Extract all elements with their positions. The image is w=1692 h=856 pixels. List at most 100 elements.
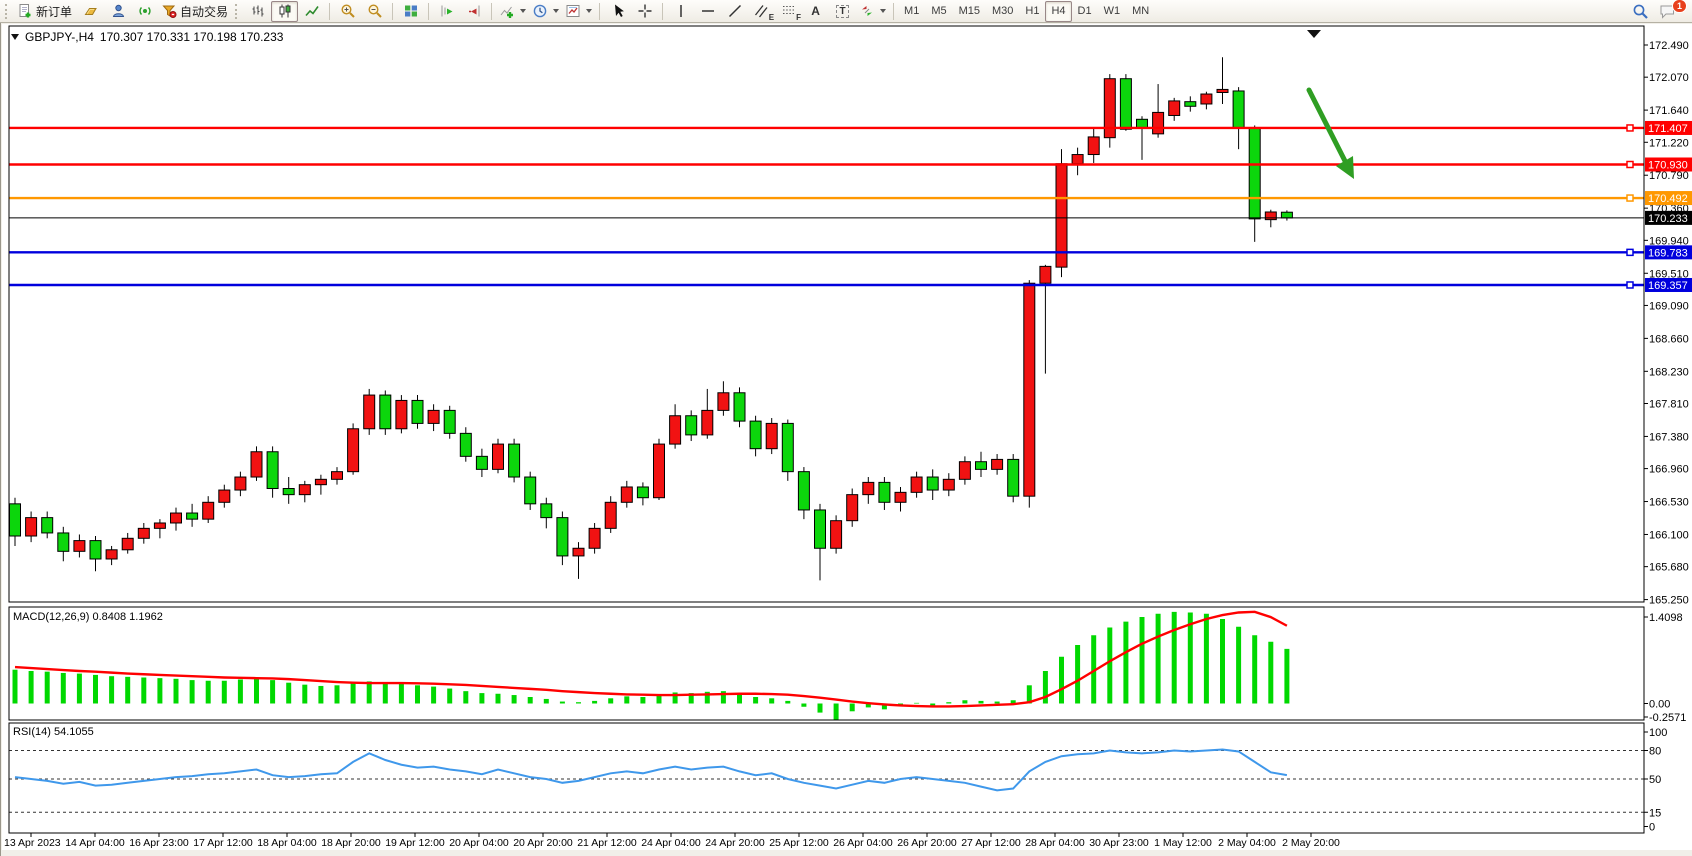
crosshair-tool-button[interactable] bbox=[631, 1, 658, 22]
zoom-out-button[interactable] bbox=[361, 1, 388, 22]
date-tick-label: 16 Apr 23:00 bbox=[129, 837, 189, 849]
price-marker-bg bbox=[1645, 191, 1692, 206]
autotrading-icon bbox=[162, 5, 177, 18]
tile-windows-button[interactable] bbox=[397, 1, 424, 22]
toolbar-separator bbox=[662, 2, 664, 20]
timeframe-w1[interactable]: W1 bbox=[1103, 5, 1121, 17]
styler-button[interactable] bbox=[77, 1, 104, 22]
dropdown-caret-icon[interactable] bbox=[880, 9, 887, 13]
line-handle[interactable] bbox=[1626, 124, 1634, 132]
toolbar-separator bbox=[491, 2, 493, 20]
dropdown-caret-icon[interactable] bbox=[520, 9, 527, 13]
search-button[interactable] bbox=[1627, 1, 1654, 22]
timeframe-group: M1 M5 M15 M30 H1 H4 D1 W1 MN bbox=[898, 0, 1155, 22]
bar-chart-mode-button[interactable] bbox=[244, 1, 271, 22]
trend-arrow[interactable] bbox=[1306, 87, 1354, 179]
candlestick-mode-button[interactable] bbox=[271, 0, 299, 22]
price-tick-label: 165.680 bbox=[1649, 562, 1689, 574]
timeframe-h4[interactable]: H4 bbox=[1045, 0, 1072, 22]
rsi-tick-label: 80 bbox=[1649, 746, 1661, 758]
text-label-icon: T bbox=[836, 4, 849, 18]
rsi-tick-label: 100 bbox=[1649, 727, 1667, 739]
date-tick-label: 1 May 12:00 bbox=[1154, 837, 1212, 849]
price-marker-label: 171.407 bbox=[1648, 123, 1688, 135]
chart-shift-marker-icon[interactable] bbox=[1307, 30, 1321, 38]
price-tick-label: 171.640 bbox=[1649, 105, 1689, 117]
timeframe-mn[interactable]: MN bbox=[1132, 5, 1150, 17]
macd-tick-label: 0.00 bbox=[1649, 699, 1670, 711]
line-handle[interactable] bbox=[1626, 160, 1634, 169]
toolbar-grip[interactable] bbox=[235, 3, 240, 19]
panel-border bbox=[8, 25, 1645, 603]
candlestick-icon bbox=[279, 4, 291, 18]
autotrading-label: 自动交易 bbox=[180, 4, 229, 19]
zoom-in-button[interactable] bbox=[334, 1, 361, 22]
date-tick-label: 27 Apr 12:00 bbox=[961, 837, 1021, 849]
periods-button[interactable] bbox=[529, 1, 562, 22]
channel-tool-button[interactable]: E bbox=[748, 1, 775, 22]
text-tool-icon: A bbox=[811, 4, 820, 18]
cursor-icon bbox=[614, 4, 624, 17]
trendline-icon bbox=[728, 4, 741, 18]
toolbar-separator bbox=[329, 2, 331, 20]
price-tick-label: 168.660 bbox=[1649, 333, 1689, 345]
trendline-tool-button[interactable] bbox=[721, 1, 748, 22]
support-resistance-lines bbox=[9, 124, 1644, 289]
price-marker-bg bbox=[1645, 157, 1692, 172]
horizontal-line-tool-button[interactable] bbox=[694, 1, 721, 22]
price-tick-label: 172.070 bbox=[1649, 72, 1689, 84]
price-tick-label: 171.220 bbox=[1649, 137, 1689, 149]
line-handle[interactable] bbox=[1626, 248, 1634, 257]
panel-border bbox=[8, 606, 1645, 721]
new-order-button[interactable]: 新订单 bbox=[14, 1, 77, 22]
notifications-button[interactable]: 1 bbox=[1654, 0, 1687, 22]
timeframe-m5[interactable]: M5 bbox=[931, 5, 947, 17]
date-tick-label: 24 Apr 04:00 bbox=[641, 837, 701, 849]
rsi-line bbox=[14, 748, 1288, 792]
bar-chart-icon bbox=[252, 5, 264, 17]
timeframe-m15[interactable]: M15 bbox=[958, 5, 980, 17]
date-tick-label: 28 Apr 04:00 bbox=[1025, 837, 1085, 849]
autotrading-button[interactable]: 自动交易 bbox=[158, 1, 233, 22]
new-order-label: 新订单 bbox=[36, 4, 73, 19]
date-tick-label: 2 May 20:00 bbox=[1282, 837, 1340, 849]
rsi-tick-label: 0 bbox=[1649, 822, 1655, 834]
line-handle[interactable] bbox=[1626, 281, 1634, 289]
date-tick-label: 14 Apr 04:00 bbox=[65, 837, 125, 849]
text-tool-button[interactable]: A bbox=[802, 1, 829, 22]
templates-button[interactable] bbox=[562, 1, 595, 22]
chart-shift-button[interactable] bbox=[460, 1, 487, 22]
dropdown-caret-icon[interactable] bbox=[586, 9, 593, 13]
vertical-line-tool-button[interactable] bbox=[667, 1, 694, 22]
date-tick-label: 30 Apr 23:00 bbox=[1089, 837, 1149, 849]
price-marker-label: 170.233 bbox=[1648, 213, 1688, 225]
fibonacci-tool-button[interactable]: F bbox=[775, 1, 802, 22]
candlestick-series bbox=[9, 57, 1293, 581]
rsi-tick-label: 50 bbox=[1649, 774, 1661, 786]
indicators-button[interactable] bbox=[496, 1, 529, 22]
line-handle[interactable] bbox=[1626, 194, 1634, 202]
date-tick-label: 13 Apr 2023 bbox=[4, 837, 61, 849]
community-button[interactable] bbox=[104, 1, 131, 22]
timeframe-h1[interactable]: H1 bbox=[1025, 5, 1040, 17]
chart-canvas[interactable]: 172.490172.070171.640171.220170.790170.3… bbox=[1, 23, 1692, 856]
toolbar-separator bbox=[599, 2, 601, 20]
timeframe-d1[interactable]: D1 bbox=[1077, 5, 1092, 17]
toolbar-separator bbox=[428, 2, 430, 20]
toolbar-grip[interactable] bbox=[5, 3, 10, 19]
date-tick-label: 20 Apr 04:00 bbox=[449, 837, 509, 849]
auto-scroll-button[interactable] bbox=[433, 1, 460, 22]
timeframe-m30[interactable]: M30 bbox=[992, 5, 1014, 17]
horizontal-line-icon bbox=[701, 10, 714, 12]
price-axis: 172.490172.070171.640171.220170.790170.3… bbox=[1644, 40, 1692, 834]
cursor-tool-button[interactable] bbox=[604, 1, 631, 22]
dropdown-caret-icon[interactable] bbox=[553, 9, 560, 13]
timeframe-m1[interactable]: M1 bbox=[904, 5, 920, 17]
date-tick-label: 26 Apr 04:00 bbox=[833, 837, 893, 849]
text-label-tool-button[interactable]: T bbox=[829, 1, 856, 22]
arrows-tool-button[interactable] bbox=[856, 1, 889, 22]
line-chart-mode-button[interactable] bbox=[298, 1, 325, 22]
rsi-panel bbox=[9, 748, 1644, 813]
price-tick-label: 166.530 bbox=[1649, 497, 1689, 509]
signals-button[interactable] bbox=[131, 1, 158, 22]
